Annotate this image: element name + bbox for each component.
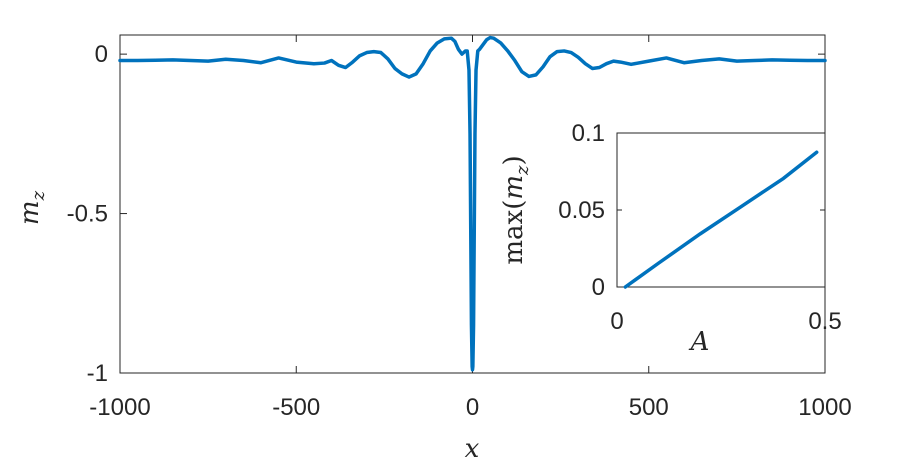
main-y-axis-label: mz <box>15 190 49 225</box>
inset-y-tick-label: 0.1 <box>572 120 605 147</box>
inset-x-axis-label: A <box>689 327 710 357</box>
inset-y-axis-label: max(mz) <box>499 155 533 264</box>
inset-ticks <box>616 132 826 288</box>
main-x-tick-label: 1000 <box>798 394 851 421</box>
main-y-tick-label: -1 <box>87 360 108 387</box>
inset-plot-area <box>616 132 826 288</box>
main-x-tick-label: -500 <box>272 394 320 421</box>
main-x-tick-label: -1000 <box>89 394 150 421</box>
inset-y-axis-label-var: m <box>499 175 529 200</box>
inset-y-axis-label-subscript: z <box>512 165 533 176</box>
inset-y-axis-label-close: ) <box>499 155 529 165</box>
inset-series-line <box>623 150 819 289</box>
inset-x-tick-label: 0.5 <box>808 308 841 335</box>
main-x-axis-label: x <box>465 434 480 464</box>
inset-y-tick-label: 0 <box>592 274 605 301</box>
main-y-tick-label: -0.5 <box>67 201 108 228</box>
main-y-tick-label: 0 <box>95 41 108 68</box>
main-series-line <box>118 35 827 372</box>
inset-x-tick-label: 0 <box>610 308 623 335</box>
inset-y-tick-label: 0.05 <box>558 197 605 224</box>
inset-tick-labels: 0 0.5 0 0.05 0.1 <box>558 120 841 335</box>
main-x-tick-label: 0 <box>466 394 479 421</box>
main-y-axis-label-subscript: z <box>28 190 49 201</box>
inset-chart: 0 0.5 0 0.05 0.1 A max(mz) <box>499 120 842 357</box>
main-x-tick-label: 500 <box>629 394 669 421</box>
main-tick-labels: -1000 -500 0 500 1000 -1 -0.5 0 <box>67 41 852 421</box>
